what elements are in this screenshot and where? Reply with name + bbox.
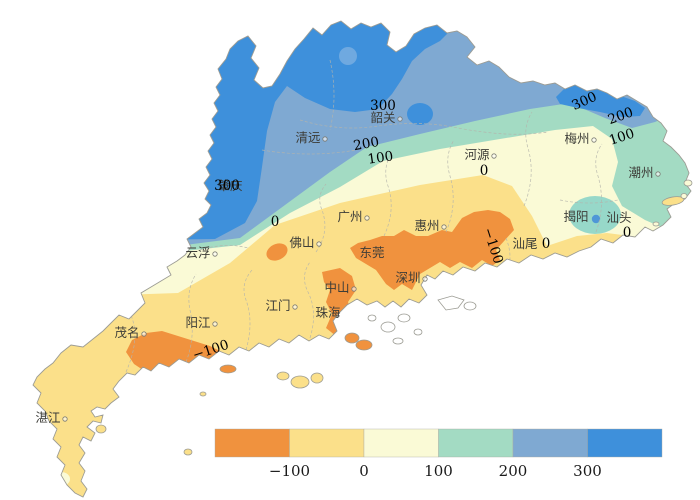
spot-dark-blue-southeast-shaoguan — [407, 103, 433, 125]
city-label: 江门 — [265, 298, 290, 313]
city-label: 广州 — [337, 209, 362, 224]
contour-label: 300 — [214, 178, 240, 194]
island-shangchuan — [290, 375, 310, 389]
spot-blue-dot-jieyang — [591, 214, 601, 224]
orange-patch-foshan — [266, 243, 288, 261]
island — [413, 328, 423, 336]
contour-label: 300 — [370, 98, 396, 114]
city-marker-icon — [397, 116, 403, 122]
contour-label: 0 — [480, 163, 489, 179]
province-outline — [32, 20, 692, 498]
city-marker-icon — [212, 251, 218, 257]
city-label: 茂名 — [114, 325, 139, 340]
island — [367, 314, 377, 322]
city-label: 肇庆 — [217, 178, 243, 193]
city-label: 阳江 — [185, 315, 210, 330]
island — [463, 301, 477, 311]
city-marker-icon — [141, 331, 147, 337]
city-label: 深圳 — [395, 270, 420, 285]
contour-label: 0 — [623, 225, 632, 241]
islands — [95, 179, 693, 456]
city-marker-icon — [212, 321, 218, 327]
city-marker-icon — [292, 304, 298, 310]
island-hongkong — [437, 295, 465, 311]
city-label: 河源 — [464, 147, 490, 162]
city-label: 佛山 — [289, 235, 314, 250]
legend-swatch — [289, 428, 365, 458]
city-marker-icon — [422, 276, 428, 282]
city-label: 云浮 — [185, 245, 210, 260]
contour-label: 0 — [271, 214, 280, 230]
city-label: 湛江 — [35, 410, 60, 425]
city-label: 惠州 — [414, 218, 439, 233]
island-nanao — [661, 196, 685, 206]
island — [310, 372, 324, 384]
admin-borders — [125, 59, 619, 373]
island — [199, 391, 207, 397]
spot-light-blue-shaoguan — [339, 47, 357, 65]
legend-swatch — [438, 428, 514, 458]
legend-swatch — [587, 428, 663, 458]
island — [652, 221, 660, 227]
city-marker-icon — [322, 136, 328, 142]
city-marker-icon — [491, 153, 497, 159]
contour-label: 100 — [607, 126, 636, 149]
contour-label: 100 — [367, 148, 395, 167]
city-marker-icon — [62, 416, 68, 422]
legend-swatch — [214, 428, 290, 458]
island — [380, 321, 396, 333]
island-donghai — [95, 424, 107, 434]
city-marker-icon — [316, 241, 322, 247]
city-label: 中山 — [324, 280, 349, 295]
legend-tick-label: 200 — [499, 462, 528, 480]
contour-label: 0 — [542, 236, 551, 252]
city-label: 梅州 — [564, 131, 589, 146]
island-hailing — [219, 364, 237, 374]
legend: −100 0 100 200 300 — [214, 428, 663, 480]
city-marker-icon — [591, 137, 597, 143]
legend-swatch — [512, 428, 588, 458]
contour-label: 200 — [352, 134, 380, 154]
island — [392, 337, 404, 345]
city-marker-icon — [655, 171, 661, 177]
island — [397, 313, 411, 323]
island — [683, 179, 693, 187]
city-marker-icon — [351, 286, 357, 292]
island — [183, 448, 193, 456]
legend-swatch — [363, 428, 439, 458]
city-label: 汕尾 — [512, 236, 537, 251]
city-label: 汕头 — [606, 210, 631, 225]
city-label: 揭阳 — [563, 209, 588, 224]
island — [355, 339, 373, 351]
city-marker-icon — [441, 224, 447, 230]
legend-tick-label: −100 — [269, 462, 310, 480]
city-label: 韶关 — [370, 110, 395, 125]
city-marker-icon — [364, 215, 370, 221]
city-label: 珠海 — [315, 305, 341, 320]
island — [680, 193, 688, 199]
city-label: 东莞 — [359, 245, 384, 260]
legend-tick-label: 0 — [359, 462, 369, 480]
city-label: 潮州 — [628, 165, 653, 180]
island-macau — [344, 332, 360, 344]
city-label: 清远 — [295, 130, 321, 145]
legend-tick-label: 100 — [424, 462, 453, 480]
legend-tick-label: 300 — [573, 462, 602, 480]
island — [276, 371, 290, 381]
orange-patch-central-coast — [350, 210, 514, 290]
band-bright-blue-northeast — [556, 83, 645, 117]
